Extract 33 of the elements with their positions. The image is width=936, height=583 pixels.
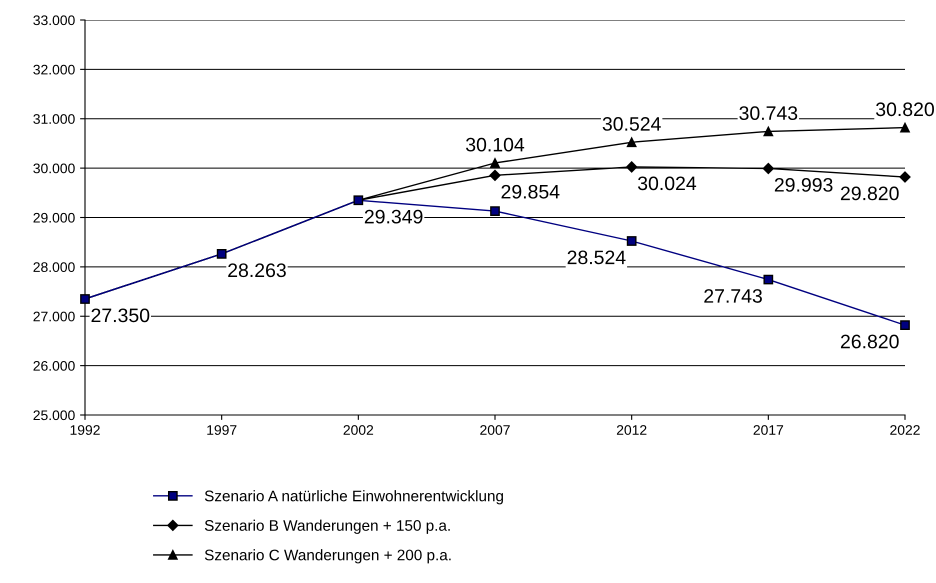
data-label: 30.524 [602,117,661,131]
x-tick-label: 2002 [344,425,374,435]
data-label: 29.349 [364,210,422,224]
data-label: 29.820 [840,186,899,200]
y-tick-label: 31.000 [33,114,75,124]
x-tick-label: 2012 [616,425,646,435]
y-tick-label: 28.000 [34,262,75,272]
x-tick-label: 2007 [480,425,510,435]
x-tick-label: 1997 [207,425,236,435]
x-tick-label: 1992 [70,425,100,435]
data-label: 30.820 [876,102,934,116]
legend-label: Szenario B Wanderungen + 150 p.a. [204,520,450,534]
data-label: 29.993 [774,178,833,192]
y-tick-label: 30.000 [33,163,75,174]
data-label: 30.024 [638,176,696,190]
legend-label: Szenario A natürliche Einwohnerentwicklung [204,490,503,504]
x-tick-label: 2017 [754,425,784,435]
data-label: 27.350 [92,308,150,322]
data-label: 30.104 [466,138,524,152]
y-tick-label: 29.000 [34,212,75,223]
data-label: 29.854 [502,184,560,199]
data-label: 28.263 [228,263,286,278]
data-label: 27.743 [704,289,762,303]
legend-label: Szenario C Wanderungen + 200 p.a. [204,549,451,564]
data-label: 30.743 [739,106,798,120]
y-tick-label: 27.000 [34,312,75,322]
y-tick-label: 33.000 [33,15,75,26]
y-tick-label: 32.000 [33,64,75,75]
x-tick-label: 2022 [890,425,920,435]
y-tick-label: 25.000 [34,410,75,420]
data-label: 28.524 [568,250,626,264]
data-label: 26.820 [840,334,899,348]
y-tick-label: 26.000 [34,360,75,371]
